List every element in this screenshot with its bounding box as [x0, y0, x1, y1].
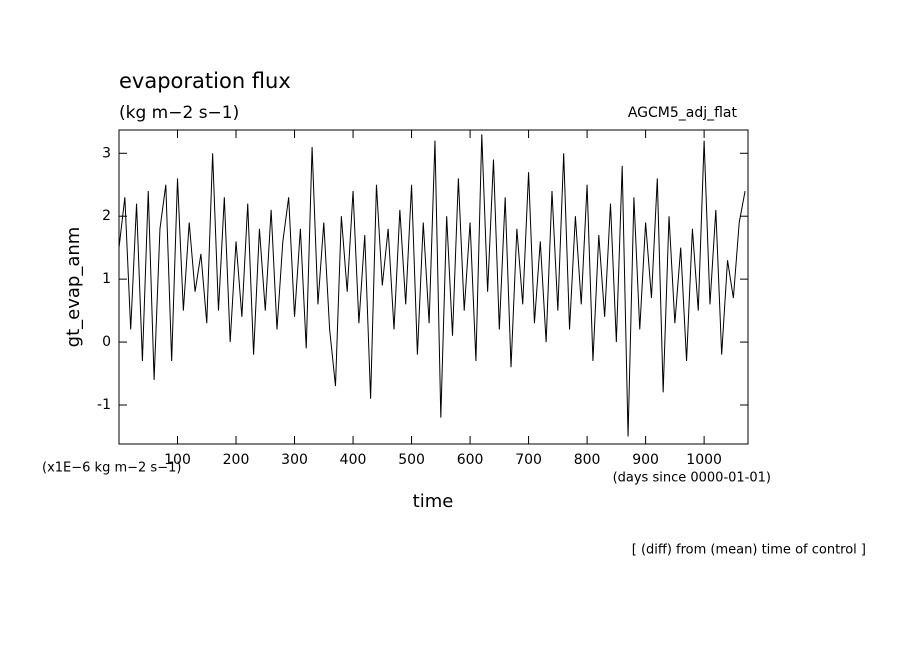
x-tick-label: 600 [457, 452, 484, 468]
y-tick-label: 2 [102, 208, 111, 224]
x-tick-label: 100 [164, 452, 191, 468]
y-tick-label: 0 [102, 334, 111, 350]
footer: [ (diff) from (mean) time of control ] [632, 543, 866, 558]
x-axis-label: time [413, 491, 454, 512]
chart-title: evaporation flux [119, 69, 291, 93]
y-tick-label: -1 [97, 397, 111, 413]
y-axis-label: gt_evap_anm [63, 227, 84, 348]
y-tick-label: 1 [102, 271, 111, 287]
y-tick-label: 3 [102, 145, 111, 161]
y-unit: (x1E−6 kg m−2 s−1) [42, 461, 181, 476]
x-tick-label: 800 [574, 452, 601, 468]
x-tick-label: 700 [515, 452, 542, 468]
x-unit: (days since 0000-01-01) [613, 471, 771, 486]
plot-frame [118, 129, 749, 445]
x-tick-label: 200 [223, 452, 250, 468]
x-tick-label: 900 [632, 452, 659, 468]
chart-subtitle: (kg m−2 s−1) [119, 103, 239, 123]
x-tick-label: 400 [340, 452, 367, 468]
x-tick-label: 300 [281, 452, 308, 468]
x-tick-label: 1000 [686, 452, 722, 468]
x-tick-label: 500 [398, 452, 425, 468]
data-line [118, 134, 746, 437]
annotation: AGCM5_adj_flat [628, 105, 738, 121]
